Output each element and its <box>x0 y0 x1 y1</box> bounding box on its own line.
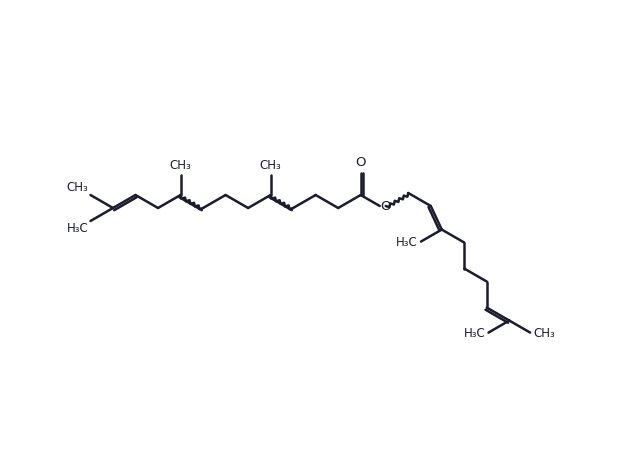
Text: O: O <box>381 199 391 212</box>
Text: H₃C: H₃C <box>396 236 418 249</box>
Text: H₃C: H₃C <box>464 327 486 340</box>
Text: CH₃: CH₃ <box>67 181 88 194</box>
Text: CH₃: CH₃ <box>260 159 282 172</box>
Text: CH₃: CH₃ <box>170 159 191 172</box>
Text: CH₃: CH₃ <box>533 327 555 340</box>
Text: O: O <box>355 156 366 169</box>
Text: H₃C: H₃C <box>67 222 88 235</box>
